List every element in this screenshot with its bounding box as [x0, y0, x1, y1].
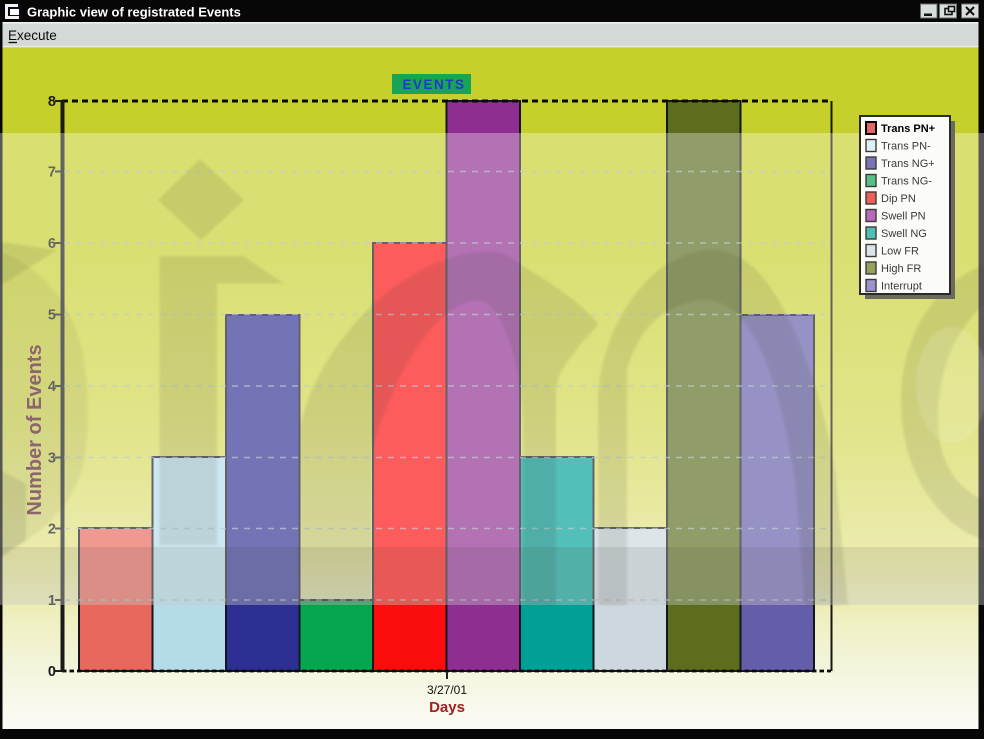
svg-text:Trans NG+: Trans NG+ — [881, 158, 935, 170]
svg-text:Execute: Execute — [8, 28, 57, 43]
svg-text:Trans NG-: Trans NG- — [881, 176, 932, 188]
svg-text:Graphic view of registrated Ev: Graphic view of registrated Events — [27, 5, 241, 20]
svg-text:8: 8 — [48, 94, 56, 110]
svg-text:Swell NG: Swell NG — [881, 228, 927, 240]
svg-text:Days: Days — [429, 699, 465, 716]
svg-text:3/27/01: 3/27/01 — [427, 683, 467, 697]
svg-text:Swell PN: Swell PN — [881, 211, 926, 223]
svg-text:1: 1 — [48, 593, 56, 609]
svg-text:Dip PN: Dip PN — [881, 193, 916, 205]
svg-text:7: 7 — [48, 165, 56, 181]
svg-text:0: 0 — [48, 664, 56, 680]
svg-text:6: 6 — [48, 236, 56, 252]
svg-text:Interrupt: Interrupt — [881, 281, 922, 293]
svg-text:Trans PN+: Trans PN+ — [881, 123, 935, 135]
svg-text:High FR: High FR — [881, 263, 921, 275]
svg-text:EVENTS: EVENTS — [402, 77, 465, 92]
svg-text:Low FR: Low FR — [881, 246, 919, 258]
svg-text:Trans PN-: Trans PN- — [881, 141, 931, 153]
svg-text:2: 2 — [48, 522, 56, 538]
